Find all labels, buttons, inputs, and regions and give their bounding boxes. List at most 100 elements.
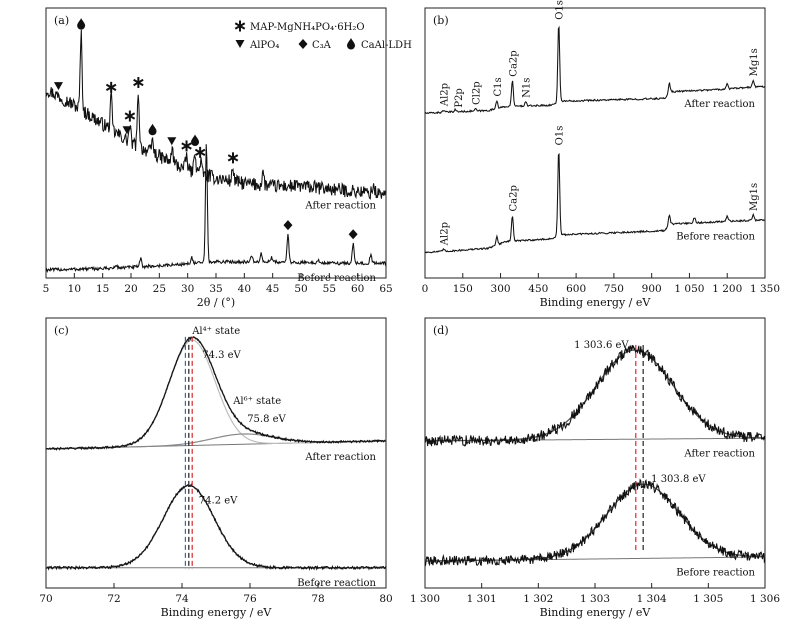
- x-tick-label: 1 350: [750, 283, 780, 295]
- x-tick-label: 1 200: [712, 283, 742, 295]
- x-tick-label: 70: [39, 593, 52, 605]
- legend-marker-triangle: [235, 40, 245, 48]
- series-line: [424, 25, 766, 115]
- series-before-reaction: [424, 152, 766, 254]
- x-tick-label: 300: [491, 283, 511, 295]
- x-tick-label: 1 304: [637, 593, 667, 605]
- x-tick-label: 78: [311, 593, 324, 605]
- x-tick-label: 65: [379, 283, 392, 295]
- x-tick-label: 76: [243, 593, 257, 605]
- series-line: [424, 152, 766, 254]
- x-tick-label: 25: [153, 283, 166, 295]
- legend: MAP-MgNH₄PO₄·6H₂O AlPO₄ C₃A CaAl-LDH: [234, 20, 412, 51]
- x-tick-label: 20: [124, 283, 137, 295]
- peak-label: Cl2p: [471, 81, 482, 105]
- phase-marker-asterisk: [124, 110, 136, 122]
- series-label: After reaction: [683, 448, 755, 459]
- phase-marker-triangle: [122, 126, 132, 135]
- x-tick-label: 1 301: [467, 593, 497, 605]
- x-tick-label: 1 050: [674, 283, 704, 295]
- x-tick-label: 80: [379, 593, 392, 605]
- x-axis-title: 2θ / (°): [197, 296, 235, 309]
- peak-label: N1s: [522, 78, 533, 98]
- panel-label: (d): [433, 324, 449, 337]
- phase-marker-drop: [77, 18, 86, 30]
- phase-marker-asterisk: [181, 140, 192, 152]
- legend-entry: C₃A: [312, 40, 332, 51]
- series-line: [45, 144, 387, 273]
- peak-label: C1s: [493, 77, 504, 96]
- component-state-label: Al⁶⁺ state: [232, 396, 281, 407]
- fit-envelope: [424, 483, 765, 562]
- x-tick-label: 15: [96, 283, 109, 295]
- phase-marker-triangle: [53, 82, 63, 91]
- binding-energy-label: 1 303.8 eV: [651, 474, 706, 485]
- panel-label: (c): [54, 324, 69, 337]
- peak-label: Mg1s: [749, 183, 760, 211]
- x-axis-title: Binding energy / eV: [540, 296, 652, 309]
- series-after-reaction: [424, 25, 766, 115]
- x-tick-label: 900: [642, 283, 662, 295]
- legend-marker-drop: [347, 38, 355, 50]
- series-label: Before reaction: [676, 231, 755, 242]
- x-tick-label: 1 300: [410, 593, 440, 605]
- series-before-reaction: [45, 144, 387, 273]
- panel-label: (a): [54, 14, 69, 27]
- phase-marker-asterisk: [105, 81, 117, 93]
- panel-label: (b): [433, 14, 449, 27]
- x-axis-title: Binding energy / eV: [161, 606, 273, 619]
- binding-energy-label: 75.8 eV: [247, 414, 286, 425]
- chart-panel-0: 5 10 15 20 25 30 35 40 45 50 55 60 65 2θ / (°) (a) Afte…: [43, 7, 412, 309]
- x-axis-title: Binding energy / eV: [540, 606, 652, 619]
- binding-energy-label: 74.3 eV: [202, 350, 241, 361]
- phase-marker-asterisk: [194, 146, 206, 158]
- series-after-reaction: [45, 29, 387, 200]
- phase-marker-asterisk: [227, 152, 239, 164]
- peak-label: Ca2p: [508, 185, 519, 211]
- phase-marker-diamond: [283, 220, 293, 231]
- binding-energy-label: 1 303.6 eV: [574, 340, 629, 351]
- series-line: [424, 344, 766, 447]
- x-tick-label: 74: [175, 593, 189, 605]
- phase-marker-drop: [148, 123, 157, 136]
- x-tick-label: 72: [107, 593, 120, 605]
- x-tick-label: 30: [181, 283, 194, 295]
- peak-label: O1s: [555, 0, 566, 20]
- phase-marker-triangle: [167, 137, 177, 146]
- chart-panel-1: 0 150 300 450 600 750 900 1 050 1 200 1 350 Bindin…: [422, 0, 780, 309]
- plot-frame: [45, 7, 387, 279]
- component-state-label: Al⁴⁺ state: [191, 326, 240, 337]
- series-label: After reaction: [304, 452, 376, 463]
- peak-label: O1s: [555, 126, 566, 146]
- series-label: After reaction: [304, 200, 376, 211]
- phase-marker-asterisk: [133, 77, 144, 89]
- binding-energy-label: 74.2 eV: [199, 495, 238, 506]
- legend-entry: AlPO₄: [249, 40, 279, 51]
- series-line: [424, 478, 766, 567]
- peak-label: Al2p: [440, 83, 451, 107]
- legend-marker-diamond: [298, 39, 308, 49]
- chart-panel-3: 1 300 1 301 1 302 1 303 1 304 1 305 1 306 Bindi…: [410, 317, 780, 619]
- phase-marker-drop: [191, 134, 200, 147]
- legend-entry: CaAl-LDH: [361, 40, 412, 51]
- x-tick-label: 35: [209, 283, 222, 295]
- x-tick-label: 750: [604, 283, 624, 295]
- phase-marker-diamond: [348, 229, 358, 240]
- x-tick-label: 50: [294, 283, 307, 295]
- chart-panel-2: 70 72 74 76 78 80 Binding energy / eV (c) After …: [39, 317, 393, 619]
- series-line: [45, 29, 387, 200]
- x-tick-label: 45: [266, 283, 279, 295]
- series-before-reaction: [45, 483, 387, 571]
- series-label: Before reaction: [297, 578, 376, 589]
- x-tick-label: 600: [566, 283, 586, 295]
- x-tick-label: 5: [43, 283, 50, 295]
- legend-marker-asterisk: [234, 20, 246, 32]
- series-label: Before reaction: [676, 567, 755, 578]
- series-before-reaction: [424, 478, 766, 567]
- x-tick-label: 40: [238, 283, 251, 295]
- legend-entry: MAP-MgNH₄PO₄·6H₂O: [250, 22, 365, 33]
- x-tick-label: 1 303: [580, 593, 610, 605]
- peak-label: Mg1s: [749, 48, 760, 76]
- series-line: [45, 336, 387, 451]
